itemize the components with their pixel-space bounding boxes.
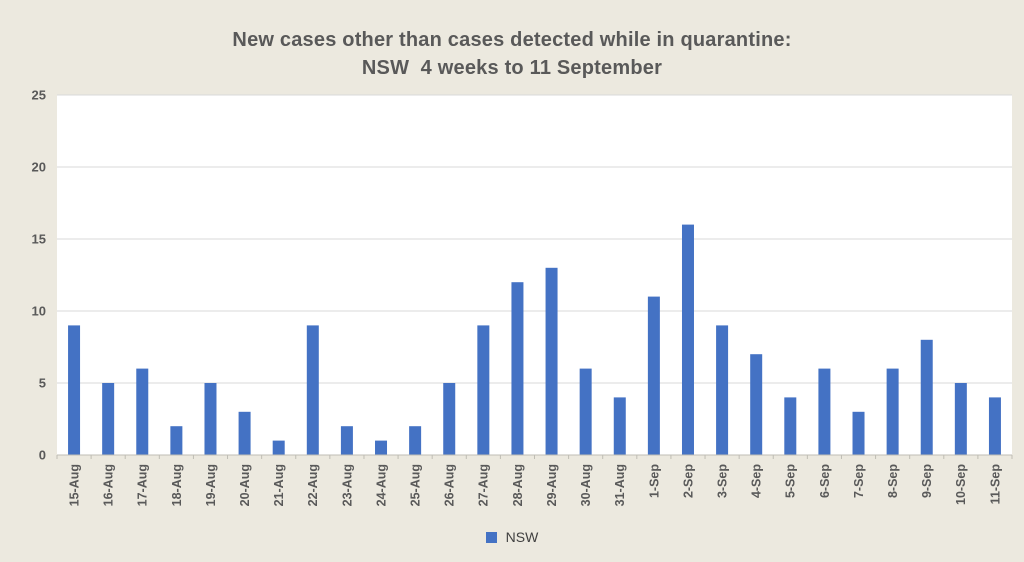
y-axis-tick-label: 5 xyxy=(39,376,46,391)
x-axis-label: 1-Sep xyxy=(647,464,661,498)
x-axis-label: 11-Sep xyxy=(988,464,1002,505)
y-axis-tick-label: 15 xyxy=(32,232,46,247)
x-axis-label: 6-Sep xyxy=(818,464,832,498)
bar xyxy=(511,282,524,455)
bar xyxy=(136,368,149,455)
bar xyxy=(647,296,660,455)
x-axis-label: 10-Sep xyxy=(954,464,968,505)
bar xyxy=(886,368,899,455)
x-axis-label: 25-Aug xyxy=(409,464,423,506)
bar xyxy=(238,411,251,455)
bar xyxy=(272,440,285,455)
bar xyxy=(375,440,388,455)
bar xyxy=(102,383,115,455)
x-axis-label: 31-Aug xyxy=(613,464,627,506)
y-axis-tick-label: 10 xyxy=(32,304,46,319)
bar xyxy=(204,383,217,455)
legend-label: NSW xyxy=(505,529,539,545)
bar xyxy=(170,426,183,455)
chart-title-line-1: New cases other than cases detected whil… xyxy=(232,29,792,51)
bar xyxy=(340,426,353,455)
x-axis-label: 30-Aug xyxy=(579,464,593,506)
x-axis-label: 15-Aug xyxy=(67,464,81,506)
y-axis-tick-label: 20 xyxy=(32,160,46,175)
bar xyxy=(988,397,1001,455)
bar xyxy=(306,325,319,455)
legend-marker-icon xyxy=(485,531,497,543)
x-axis-label: 2-Sep xyxy=(681,464,695,498)
y-axis-tick-label: 25 xyxy=(32,88,46,103)
x-axis-label: 3-Sep xyxy=(715,464,729,498)
x-axis-label: 24-Aug xyxy=(374,464,388,506)
bar xyxy=(545,267,558,455)
bar xyxy=(579,368,592,455)
bar xyxy=(613,397,626,455)
bar xyxy=(750,354,763,455)
bar xyxy=(852,411,865,455)
x-axis-label: 18-Aug xyxy=(170,464,184,506)
y-axis-tick-label: 0 xyxy=(39,448,46,463)
x-axis-label: 29-Aug xyxy=(545,464,559,506)
x-axis-label: 16-Aug xyxy=(102,464,116,506)
x-axis-label: 28-Aug xyxy=(511,464,525,506)
x-axis-label: 23-Aug xyxy=(340,464,354,506)
bar xyxy=(954,383,967,455)
x-axis-label: 5-Sep xyxy=(784,464,798,498)
chart-legend: NSW xyxy=(0,529,1024,545)
x-axis-label: 17-Aug xyxy=(136,464,150,506)
x-axis-label: 19-Aug xyxy=(204,464,218,506)
x-axis-label: 21-Aug xyxy=(272,464,286,506)
bar xyxy=(68,325,81,455)
plot-area xyxy=(57,95,1012,455)
chart-title-line-2: NSW 4 weeks to 11 September xyxy=(361,57,663,79)
x-axis-label: 7-Sep xyxy=(852,464,866,498)
x-axis-label: 4-Sep xyxy=(750,464,764,498)
bar xyxy=(443,383,456,455)
x-axis-label: 26-Aug xyxy=(443,464,457,506)
x-axis-label: 20-Aug xyxy=(238,464,252,506)
bar xyxy=(477,325,490,455)
bar xyxy=(716,325,729,455)
bar xyxy=(409,426,422,455)
x-axis-label: 8-Sep xyxy=(886,464,900,498)
bar xyxy=(920,339,933,455)
bar xyxy=(784,397,797,455)
bar xyxy=(681,224,694,455)
x-axis-label: 9-Sep xyxy=(920,464,934,498)
bar xyxy=(818,368,831,455)
chart-title: New cases other than cases detected whil… xyxy=(0,26,1024,82)
x-axis-label: 22-Aug xyxy=(306,464,320,506)
x-axis-label: 27-Aug xyxy=(477,464,491,506)
